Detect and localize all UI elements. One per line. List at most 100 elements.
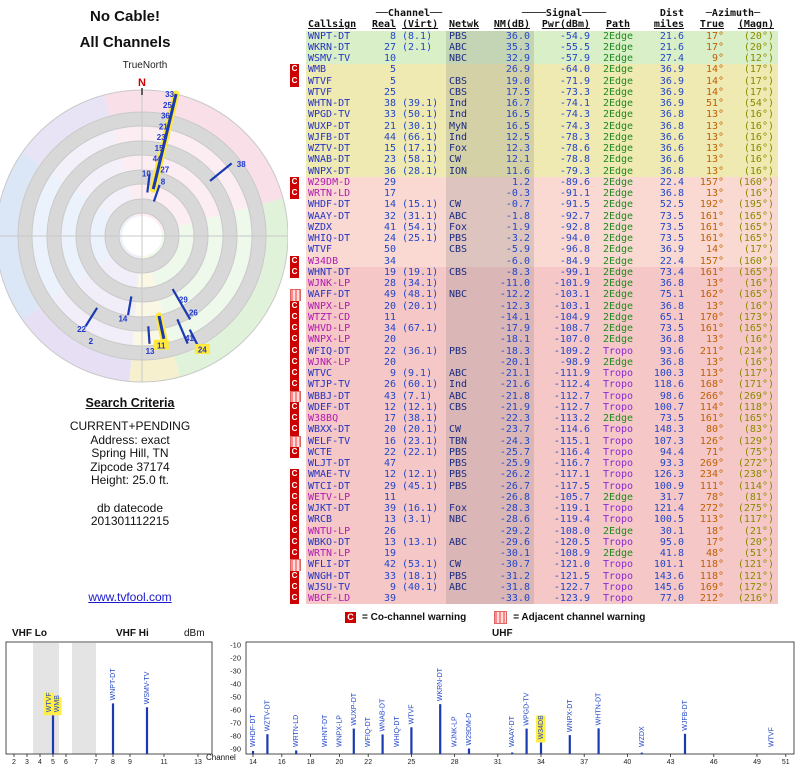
co-channel-warning-icon: C <box>290 570 299 582</box>
cell-dist-miles: 52.5 <box>659 199 684 211</box>
bar-callsign-label: WTVF <box>408 704 415 724</box>
radar-bearing-line <box>126 296 133 316</box>
radar-bearing-line <box>152 184 161 202</box>
cell-magn-azimuth: (275°) <box>737 503 774 514</box>
channel-tick-label: 13 <box>194 759 202 766</box>
cell-pwr-dbm: -109.2 <box>553 345 590 357</box>
cell-pwr-dbm: -101.9 <box>553 278 590 289</box>
co-channel-warning-icon: C <box>290 581 299 593</box>
co-channel-warning-icon: C <box>345 612 356 623</box>
cell-path: 2Edge <box>602 165 634 177</box>
cell-nm-db: -26.8 <box>486 491 534 503</box>
cell-callsign: WPGD-TV <box>308 109 351 121</box>
cell-nm-db: 36.0 <box>486 30 534 42</box>
cell-dist-miles: 27.4 <box>659 53 684 64</box>
cell-magn-azimuth: (121°) <box>737 570 774 582</box>
bar-callsign-label: WJNK-LP <box>452 716 459 747</box>
co-channel-warning-icon: C <box>290 469 299 481</box>
co-channel-warning-icon: C <box>290 334 299 346</box>
table-row: C WCTE 22 (22.1) PBS -25.7 -116.4 Tropo 94.4 71° (… <box>288 446 778 458</box>
cell-true-azimuth: 17° <box>705 41 724 53</box>
cell-nm-db: 11.6 <box>486 165 534 177</box>
cell-real-channel: 25 <box>383 86 396 98</box>
cell-nm-db: -25.9 <box>486 458 534 470</box>
cell-path: 2Edge <box>602 53 634 64</box>
cell-real-channel: 22 <box>383 446 396 458</box>
cell-real-channel: 39 <box>383 593 396 604</box>
cell-magn-azimuth: (172°) <box>737 581 774 593</box>
cell-real-channel: 42 <box>383 559 396 571</box>
cell-callsign: WHTN-DT <box>308 98 351 109</box>
channel-tick-label: 28 <box>451 759 459 766</box>
cell-warning: C <box>288 75 306 87</box>
cell-network <box>446 278 486 290</box>
bar-callsign-label: WUXP-DT <box>351 692 358 725</box>
cell-magn-azimuth: (165°) <box>737 413 774 424</box>
co-channel-warning-icon: C <box>290 503 299 515</box>
cell-nm-db: -28.6 <box>486 514 534 526</box>
truenorth-label: TrueNorth <box>122 60 168 71</box>
cell-pwr-dbm: -78.8 <box>559 154 590 166</box>
cell-real-channel: 33 <box>383 109 396 121</box>
cell-callsign: WNTU-LP <box>308 525 351 537</box>
dbm-tick-label: -60 <box>230 706 241 715</box>
table-row: WHIQ-DT 24 (25.1) PBS -3.2 -94.0 2Edge 73.5 161°… <box>288 233 778 245</box>
cell-virtual-channel: (39.1) <box>402 98 439 109</box>
cell-callsign: WZDX <box>308 221 333 233</box>
radar-channel-marker: 23 <box>157 133 166 142</box>
cell-true-azimuth: 269° <box>699 458 724 469</box>
cell-real-channel: 20 <box>383 356 396 368</box>
radar-channel-marker: 27 <box>160 166 169 175</box>
cell-virtual-channel: (54.1) <box>402 221 439 233</box>
cell-true-azimuth: 13° <box>705 278 724 289</box>
cell-warning: C <box>288 503 306 515</box>
cell-magn-azimuth: (118°) <box>737 401 774 413</box>
cell-magn-azimuth: (165°) <box>737 289 774 301</box>
cell-pwr-dbm: -108.7 <box>553 323 590 334</box>
cell-dist-miles: 118.6 <box>653 379 684 391</box>
cell-true-azimuth: 13° <box>705 143 724 154</box>
table-row: C WBKO-DT 13 (13.1) ABC -29.6 -120.5 Tropo 95.0 1… <box>288 536 778 548</box>
cell-dist-miles: 36.9 <box>659 64 684 76</box>
cell-pwr-dbm: -108.0 <box>553 525 590 537</box>
bar-callsign-label: WKRN-DT <box>437 667 444 701</box>
table-row: WNPT-DT 8 (8.1) PBS 36.0 -54.9 2Edge 21.6 17° (20… <box>288 30 778 42</box>
cell-virtual-channel: (12.1) <box>402 401 439 413</box>
cell-callsign: WJSU-TV <box>308 581 351 593</box>
cell-callsign: WMAE-TV <box>308 469 351 481</box>
cell-real-channel: 20 <box>383 334 396 346</box>
table-row: WELF-TV 16 (23.1) TBN -24.3 -115.1 Tropo 107.3 1… <box>288 435 778 447</box>
cell-magn-azimuth: (75°) <box>743 446 774 458</box>
cell-virtual-channel <box>400 492 446 503</box>
cell-dist-miles: 107.3 <box>653 435 684 447</box>
cell-true-azimuth: 13° <box>705 109 724 121</box>
cell-virtual-channel <box>400 76 446 87</box>
cell-pwr-dbm: -84.9 <box>559 255 590 267</box>
table-row: WLJT-DT 47 PBS -25.9 -116.7 Tropo 93.3 269° (272… <box>288 458 778 470</box>
cell-real-channel: 11 <box>383 311 396 323</box>
tvfool-link[interactable]: www.tvfool.com <box>88 590 172 604</box>
cell-callsign: W29DM-D <box>308 176 351 188</box>
cell-pwr-dbm: -112.7 <box>553 390 590 402</box>
cell-nm-db: -30.1 <box>486 548 534 560</box>
cell-virtual-channel: (31.1) <box>402 210 439 222</box>
cell-magn-azimuth: (216°) <box>737 593 774 604</box>
cell-warning: C <box>288 424 306 436</box>
cell-pwr-dbm: -92.7 <box>559 210 590 222</box>
table-row: C WBCF-LD 39 -33.0 -123.9 Tropo 77.0 212° (216°) <box>288 593 778 605</box>
cell-virtual-channel: (9.1) <box>402 368 433 379</box>
spectrum-dynamic: -10-20-30-40-50-60-70-80-902 3 4 5 6 7 8 9 11 13 1… <box>12 641 790 767</box>
channel-tick-label: 20 <box>336 759 344 766</box>
cell-virtual-channel: (18.1) <box>402 570 439 582</box>
bar-callsign-label: WNPX-DT <box>567 699 574 732</box>
cell-virtual-channel <box>400 53 446 64</box>
channel-tick-label: 7 <box>94 759 98 766</box>
cell-path: Tropo <box>602 593 634 604</box>
cell-nm-db: -24.3 <box>486 435 534 447</box>
cell-pwr-dbm: -111.9 <box>553 368 590 379</box>
cell-real-channel: 20 <box>383 424 396 436</box>
cell-real-channel: 34 <box>383 323 396 334</box>
cell-pwr-dbm: -57.9 <box>559 53 590 64</box>
cell-warning: C <box>288 311 306 323</box>
